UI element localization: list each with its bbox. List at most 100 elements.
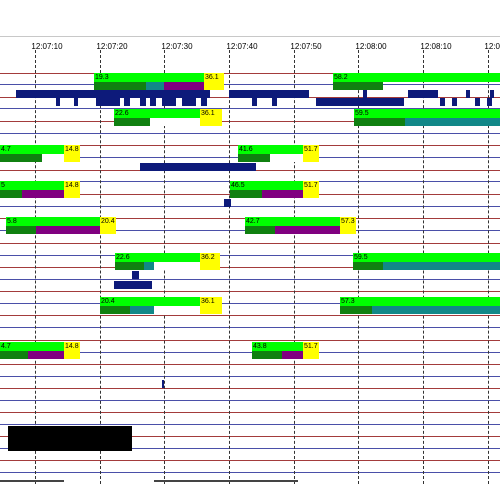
state-bar-segment[interactable] — [383, 262, 500, 270]
navy-marker-tick — [201, 98, 207, 106]
navy-marker-small[interactable] — [132, 271, 139, 279]
state-bar-top[interactable] — [114, 109, 200, 118]
state-bar-end-cap[interactable] — [200, 109, 222, 126]
time-gridline — [294, 50, 295, 484]
state-bar-end-cap[interactable] — [64, 181, 80, 198]
row-line — [0, 84, 500, 85]
state-bar-segment[interactable] — [114, 118, 150, 126]
state-bar-segment[interactable] — [144, 262, 154, 270]
state-bar-segment[interactable] — [282, 351, 303, 359]
state-bar-segment[interactable] — [0, 351, 28, 359]
state-bar-segment[interactable] — [405, 118, 500, 126]
state-bar-top[interactable] — [0, 145, 64, 154]
state-bar-segment[interactable] — [146, 82, 164, 90]
state-bar-top[interactable] — [6, 217, 100, 226]
state-bar-segment[interactable] — [115, 262, 144, 270]
state-bar-top[interactable] — [0, 181, 64, 190]
state-bar-end-cap[interactable] — [303, 342, 319, 359]
state-bar-top[interactable] — [340, 297, 500, 306]
state-bar-end-cap[interactable] — [100, 217, 116, 234]
state-bar-segment[interactable] — [22, 190, 64, 198]
time-tick-label: 12:07:20 — [96, 42, 128, 51]
navy-marker-tick — [363, 90, 367, 98]
state-bar-top[interactable] — [252, 342, 303, 351]
state-bar-end-cap[interactable] — [200, 297, 222, 314]
state-bar-segment[interactable] — [0, 190, 22, 198]
state-bar-top[interactable] — [238, 145, 303, 154]
navy-marker-strip[interactable] — [16, 90, 210, 98]
state-bar-end-cap[interactable] — [200, 253, 220, 270]
row-line — [0, 243, 500, 244]
state-bar-segment[interactable] — [340, 306, 372, 314]
state-bar-end-cap[interactable] — [64, 145, 80, 162]
state-bar-top[interactable] — [245, 217, 340, 226]
row-line — [0, 460, 500, 461]
state-bar-segment[interactable] — [36, 226, 100, 234]
navy-marker-block[interactable] — [408, 90, 438, 98]
state-bar-segment[interactable] — [100, 306, 130, 314]
state-bar-top[interactable] — [230, 181, 303, 190]
state-bar-top[interactable] — [353, 253, 500, 262]
state-bar-segment[interactable] — [154, 306, 200, 314]
navy-marker-tick — [140, 98, 146, 106]
time-tick-label: 12:07:10 — [31, 42, 63, 51]
state-bar-end-cap[interactable] — [64, 342, 80, 359]
state-start-value: 19.3 — [95, 74, 109, 81]
state-bar-end-cap[interactable] — [303, 181, 319, 198]
state-bar-top[interactable] — [0, 342, 64, 351]
navy-marker-tick — [150, 98, 156, 106]
navy-marker-strip[interactable] — [229, 90, 309, 98]
state-bar-segment[interactable] — [245, 226, 275, 234]
row-line — [0, 121, 500, 122]
row-line — [0, 291, 500, 292]
state-bar-segment[interactable] — [150, 118, 200, 126]
state-bar-segment[interactable] — [262, 190, 303, 198]
state-bar-top[interactable] — [354, 109, 500, 118]
state-bar-segment[interactable] — [164, 82, 204, 90]
state-bar-segment[interactable] — [130, 306, 154, 314]
state-bar-end-cap[interactable] — [204, 73, 224, 90]
state-bar-segment[interactable] — [353, 262, 383, 270]
state-bar-top[interactable] — [94, 73, 204, 82]
state-bar-segment[interactable] — [238, 154, 270, 162]
navy-marker-tick — [272, 98, 277, 106]
state-start-value: 46.5 — [231, 182, 245, 189]
navy-marker-small[interactable] — [224, 199, 231, 207]
navy-marker-bar[interactable] — [140, 163, 256, 171]
state-bar-segment[interactable] — [0, 154, 42, 162]
state-bar-top[interactable] — [115, 253, 200, 262]
state-bar-segment[interactable] — [354, 118, 405, 126]
state-bar-segment[interactable] — [372, 306, 500, 314]
row-line — [0, 472, 500, 473]
state-bar-top[interactable] — [333, 73, 500, 82]
time-gridline — [100, 50, 101, 484]
navy-marker-bar[interactable] — [114, 281, 152, 289]
row-line — [0, 108, 500, 109]
row-line — [0, 206, 500, 207]
row-line — [0, 436, 500, 437]
state-start-value: 5 — [1, 182, 5, 189]
state-bar-segment[interactable] — [270, 154, 303, 162]
state-bar-segment[interactable] — [154, 262, 200, 270]
navy-marker-tick — [124, 98, 130, 106]
navy-marker-block[interactable] — [316, 98, 404, 106]
row-line — [0, 279, 500, 280]
state-bar-end-cap[interactable] — [340, 217, 356, 234]
state-bar-top[interactable] — [100, 297, 200, 306]
state-bar-segment[interactable] — [94, 82, 146, 90]
navy-marker-tick — [182, 98, 196, 106]
state-bar-segment[interactable] — [252, 351, 282, 359]
state-bar-segment[interactable] — [6, 226, 36, 234]
black-block[interactable] — [8, 426, 132, 451]
navy-marker-tick — [466, 90, 470, 98]
state-bar-segment[interactable] — [230, 190, 262, 198]
state-bar-segment[interactable] — [42, 154, 64, 162]
state-bar-end-cap[interactable] — [303, 145, 319, 162]
state-start-value: 20.4 — [101, 298, 115, 305]
state-bar-segment[interactable] — [333, 82, 383, 90]
state-bar-segment[interactable] — [28, 351, 64, 359]
state-bar-segment[interactable] — [275, 226, 340, 234]
row-line — [0, 267, 500, 268]
navy-marker-tick — [490, 90, 494, 98]
